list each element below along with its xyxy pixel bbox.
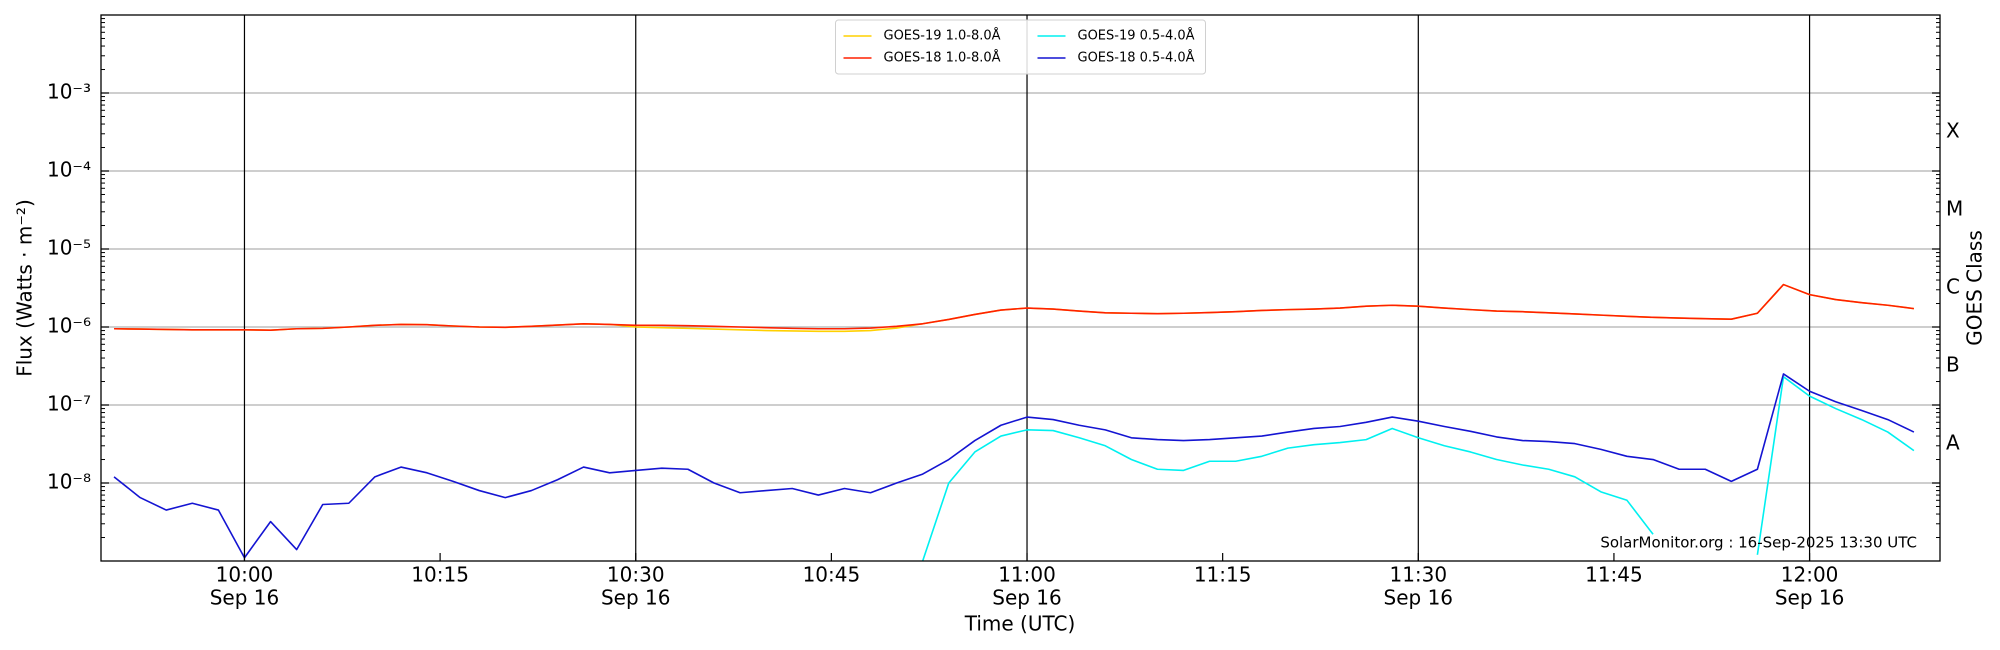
- x-tick-label: 11:45: [1585, 563, 1643, 587]
- x-tick-label: 10:30: [607, 563, 665, 587]
- y-tick-label: 10⁻⁷: [47, 392, 91, 416]
- y-tick-label: 10⁻³: [47, 80, 91, 104]
- plot-lines: [113, 283, 1915, 561]
- plot-frame: [100, 14, 1941, 562]
- y2-tick-label: M: [1946, 197, 1963, 221]
- legend: GOES-19 1.0-8.0Å GOES-18 1.0-8.0Å GOES-19 …: [835, 19, 1206, 75]
- y-tick-label: 10⁻⁶: [47, 314, 91, 338]
- x-tick-label: 10:00: [216, 563, 274, 587]
- series-line: [113, 373, 1915, 559]
- y-tick-label: 10⁻⁸: [47, 470, 91, 494]
- x-axis-label: Time (UTC): [964, 612, 1076, 636]
- series-line: [114, 283, 1915, 331]
- x-tick-sublabel: Sep 16: [601, 586, 671, 610]
- x-tick-label: 11:15: [1194, 563, 1252, 587]
- legend-label: GOES-18 1.0-8.0Å: [884, 50, 1001, 66]
- x-tick-label: 11:30: [1389, 563, 1447, 587]
- legend-label: GOES-18 0.5-4.0Å: [1078, 50, 1195, 66]
- x-tick-sublabel: Sep 16: [1775, 586, 1845, 610]
- y2-tick-label: B: [1946, 353, 1960, 377]
- x-tick-label: 10:15: [411, 563, 469, 587]
- x-tick-sublabel: Sep 16: [992, 586, 1062, 610]
- grid: [101, 15, 1940, 561]
- y2-tick-label: X: [1946, 119, 1960, 143]
- x-tick-label: 10:45: [803, 563, 861, 587]
- y-tick-label: 10⁻⁴: [47, 158, 91, 182]
- legend-box: [835, 19, 1206, 75]
- legend-label: GOES-19 0.5-4.0Å: [1078, 28, 1195, 44]
- annotation: SolarMonitor.org : 16-Sep-2025 13:30 UTC: [1600, 534, 1917, 552]
- x-tick-label: 11:00: [998, 563, 1056, 587]
- x-tick-sublabel: Sep 16: [1384, 586, 1454, 610]
- x-tick-sublabel: Sep 16: [210, 586, 280, 610]
- y2-tick-label: A: [1946, 431, 1960, 455]
- legend-label: GOES-19 1.0-8.0Å: [884, 28, 1001, 44]
- x-tick-label: 12:00: [1781, 563, 1839, 587]
- y2-tick-label: C: [1946, 275, 1960, 299]
- y-tick-label: 10⁻⁵: [47, 236, 91, 260]
- y-axis-label: Flux (Watts · m⁻²): [13, 199, 37, 377]
- y2-axis-label: GOES Class: [1963, 230, 1987, 346]
